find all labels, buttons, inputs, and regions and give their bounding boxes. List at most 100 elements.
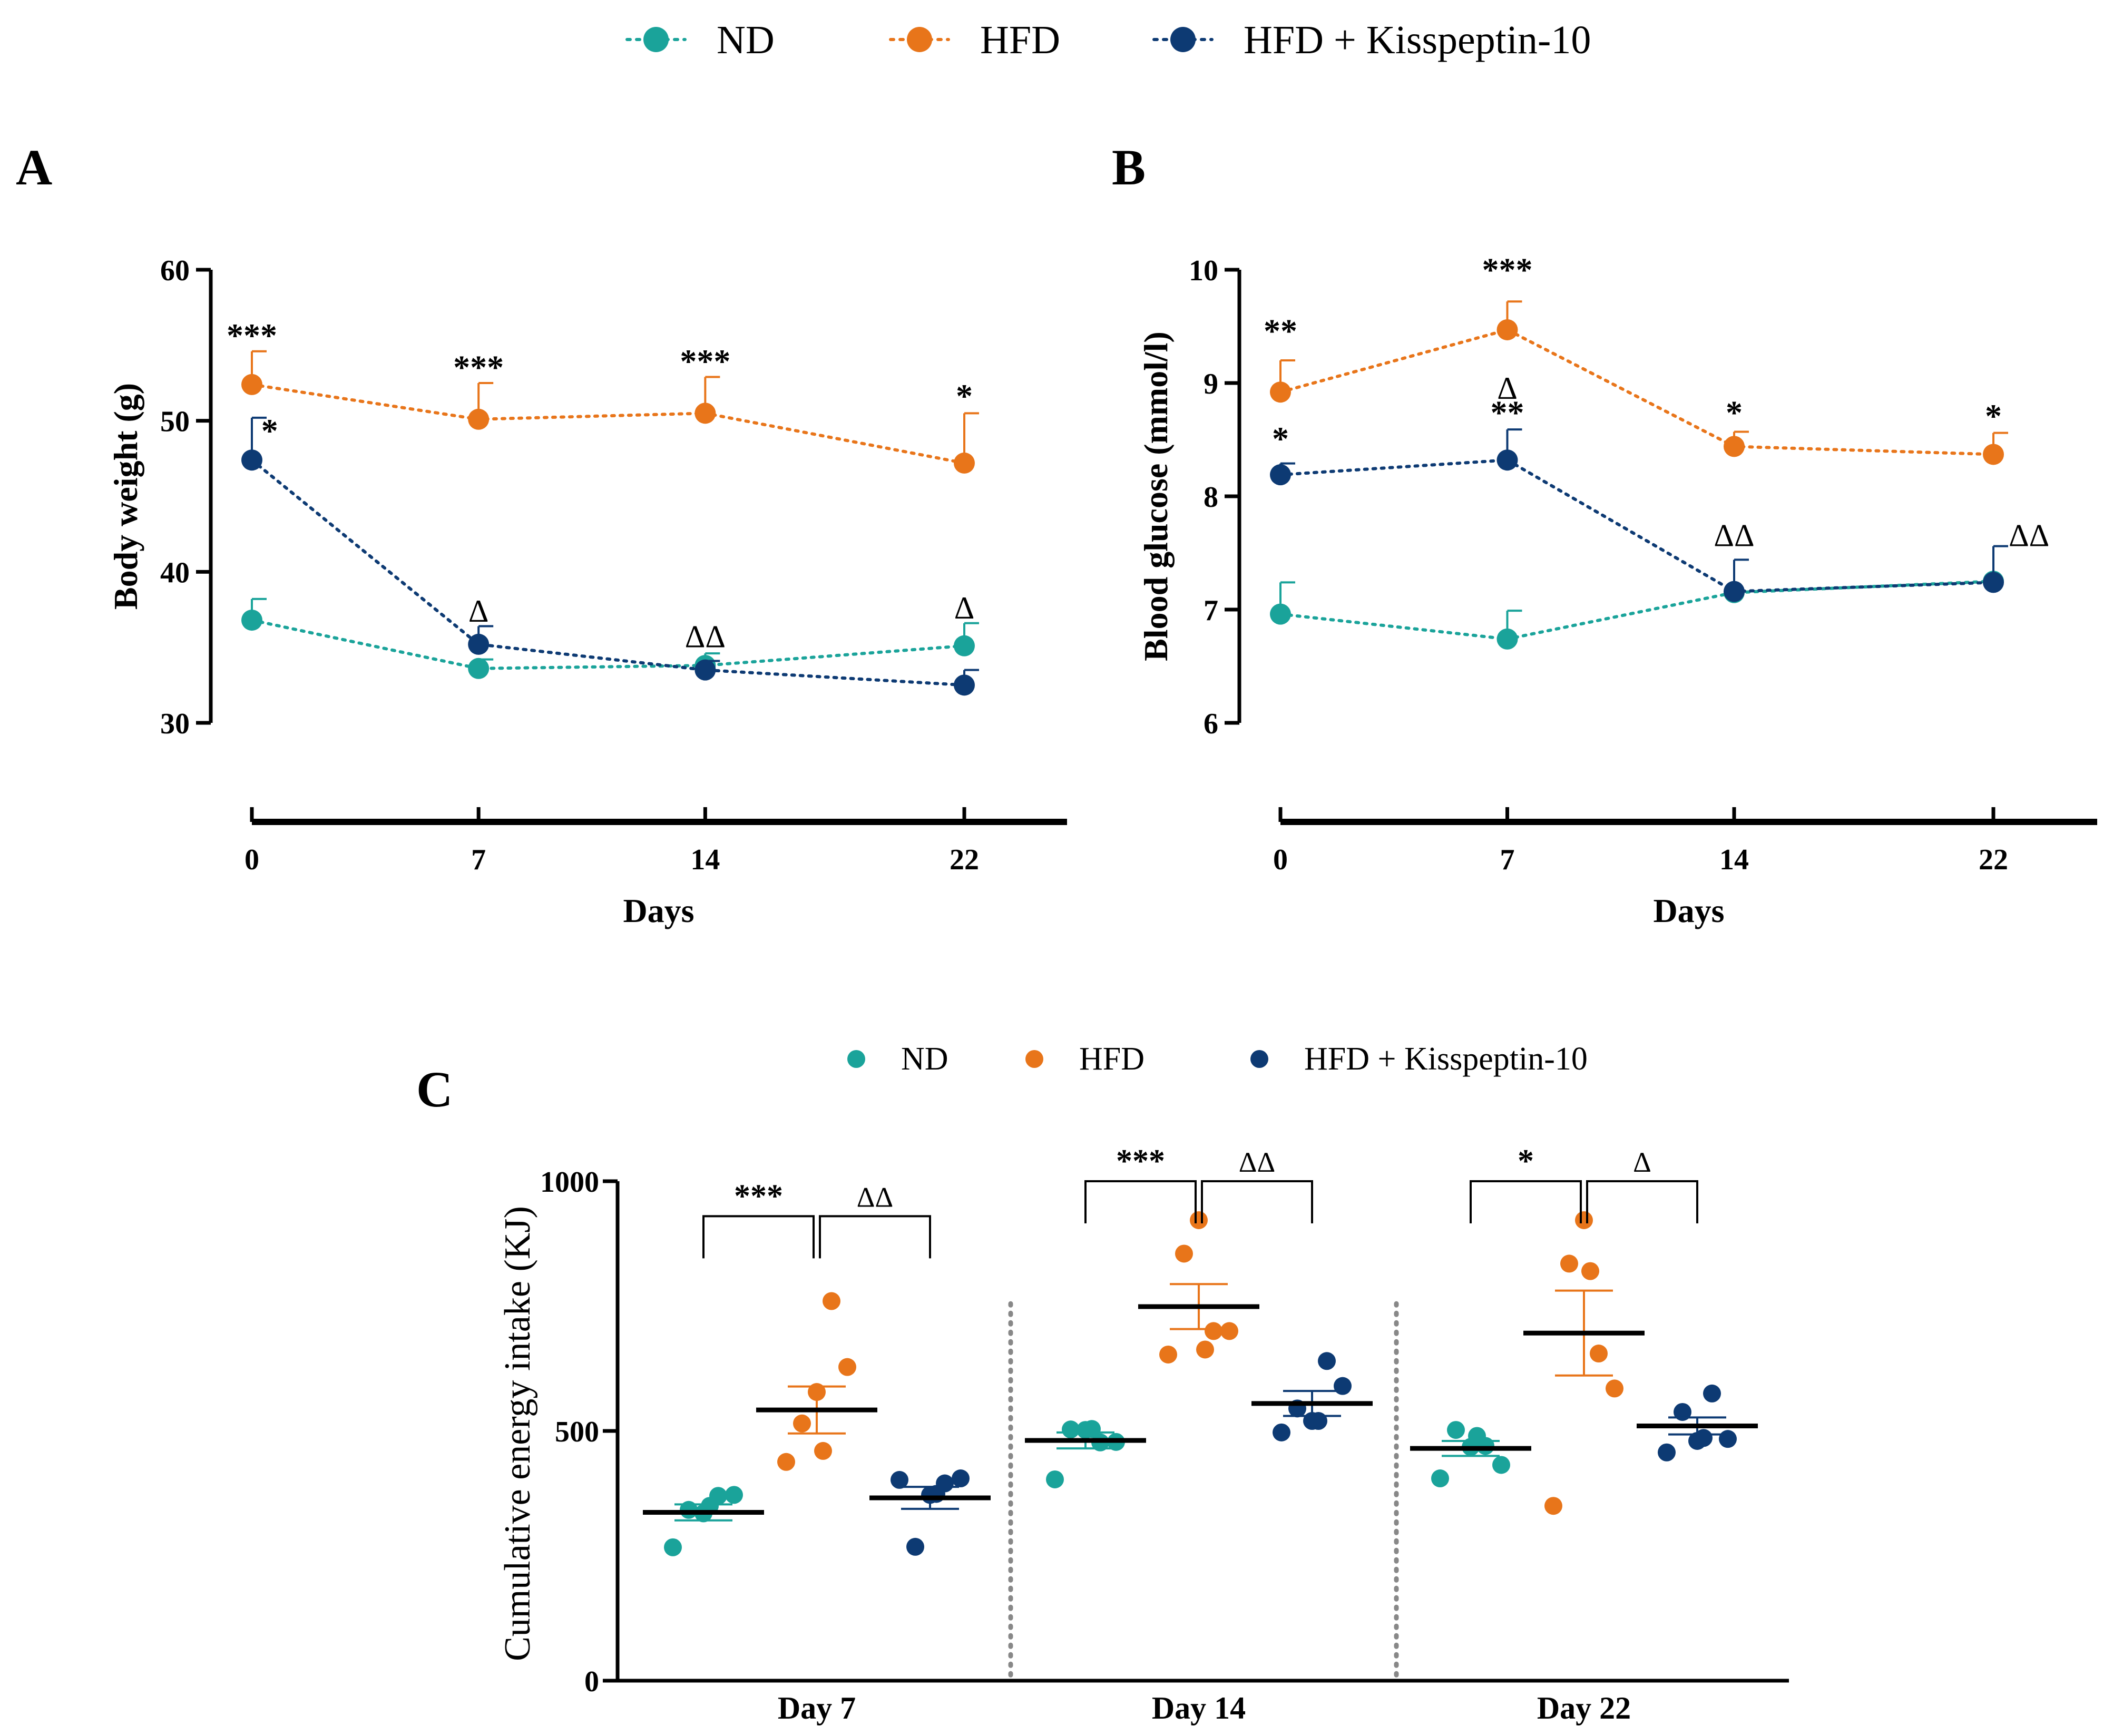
significance-label: *** bbox=[453, 348, 504, 386]
legend-marker bbox=[907, 27, 932, 52]
y-axis-label: Cumulative energy intake (KJ) bbox=[497, 1206, 538, 1661]
scatter-point bbox=[1175, 1244, 1193, 1263]
data-point bbox=[1270, 381, 1291, 403]
x-tick-label: 14 bbox=[690, 844, 720, 876]
significance-label: Δ bbox=[954, 591, 975, 625]
legend-label-1: HFD bbox=[980, 18, 1060, 62]
scatter-point bbox=[1159, 1345, 1177, 1364]
legend-marker bbox=[1025, 1050, 1043, 1068]
data-point bbox=[468, 658, 490, 679]
significance-label: * bbox=[1726, 394, 1743, 431]
panel-label-a: A bbox=[16, 139, 52, 195]
significance-label: * bbox=[956, 377, 973, 415]
series-line-0 bbox=[250, 619, 966, 670]
x-tick-label-day-14: Day 14 bbox=[1152, 1691, 1246, 1725]
legend-marker bbox=[1250, 1050, 1268, 1068]
data-point bbox=[1983, 572, 2004, 593]
scatter-point bbox=[1431, 1469, 1449, 1488]
scatter-point bbox=[664, 1538, 682, 1556]
significance-label: *** bbox=[1482, 251, 1533, 289]
y-tick-label: 40 bbox=[160, 556, 190, 589]
scatter-point bbox=[1544, 1497, 1562, 1515]
x-tick-label: 14 bbox=[1719, 844, 1749, 876]
significance-label: *** bbox=[680, 342, 730, 380]
x-tick-label: 0 bbox=[1273, 844, 1288, 876]
series-line-2 bbox=[1279, 458, 1995, 593]
x-tick-label: 22 bbox=[950, 844, 979, 876]
significance-label: ΔΔ bbox=[1239, 1146, 1275, 1178]
legend-c: ND HFD HFD + Kisspeptin-10 bbox=[847, 1041, 1588, 1077]
scatter-point bbox=[1581, 1262, 1599, 1280]
scatter-point bbox=[1719, 1430, 1737, 1448]
significance-bracket bbox=[1201, 1180, 1313, 1223]
y-tick-label: 10 bbox=[1189, 254, 1218, 287]
legend-marker bbox=[1170, 27, 1196, 52]
significance-label: ΔΔ bbox=[1714, 518, 1754, 553]
legend-label-2: HFD + Kisspeptin-10 bbox=[1244, 18, 1591, 62]
significance-label: ΔΔ bbox=[685, 620, 726, 654]
significance-label: * bbox=[261, 412, 278, 449]
series-line-2 bbox=[250, 458, 966, 687]
significance-label: ΔΔ bbox=[857, 1181, 893, 1213]
scatter-point bbox=[814, 1441, 832, 1460]
scatter-point bbox=[1658, 1443, 1676, 1462]
legend-top: ND HFD HFD + Kisspeptin-10 bbox=[625, 18, 1591, 62]
significance-label: *** bbox=[227, 317, 277, 354]
legend-marker bbox=[643, 27, 669, 52]
x-tick-label: 22 bbox=[1979, 844, 2008, 876]
y-tick-label: 500 bbox=[555, 1416, 599, 1448]
scatter-point bbox=[1560, 1254, 1578, 1273]
series-line-1 bbox=[1279, 328, 1995, 456]
data-point bbox=[1724, 581, 1745, 602]
scatter-point bbox=[1318, 1352, 1336, 1370]
scatter-point bbox=[1046, 1470, 1064, 1488]
scatter-point bbox=[793, 1414, 811, 1433]
legend-c-label-0: ND bbox=[901, 1041, 948, 1077]
scatter-point bbox=[1492, 1456, 1510, 1474]
scatter-point bbox=[1334, 1377, 1352, 1395]
y-tick-label: 7 bbox=[1204, 594, 1218, 627]
significance-bracket bbox=[1470, 1180, 1582, 1223]
data-point bbox=[241, 374, 262, 395]
data-point bbox=[954, 674, 975, 696]
data-point bbox=[1496, 628, 1518, 650]
significance-label: ΔΔ bbox=[2009, 518, 2049, 553]
panel-c: ND HFD HFD + Kisspeptin-10 0 500 1000Cumulati… bbox=[497, 1041, 1789, 1725]
scatter-point bbox=[891, 1470, 908, 1489]
y-tick-label: 8 bbox=[1204, 481, 1218, 514]
significance-label: Δ bbox=[468, 594, 489, 629]
scatter-point bbox=[838, 1358, 856, 1376]
series-line-0 bbox=[1279, 580, 1995, 641]
scatter-point bbox=[906, 1537, 924, 1556]
significance-label: * bbox=[1518, 1143, 1534, 1179]
legend-c-label-2: HFD + Kisspeptin-10 bbox=[1304, 1041, 1588, 1077]
data-point bbox=[1724, 436, 1745, 457]
scatter-point bbox=[1575, 1211, 1593, 1229]
legend-marker bbox=[847, 1050, 865, 1068]
x-axis-label: Days bbox=[623, 892, 694, 929]
scatter-point bbox=[1062, 1420, 1080, 1439]
data-point bbox=[694, 403, 716, 424]
x-tick-label-day-7: Day 7 bbox=[778, 1691, 856, 1725]
significance-label: *** bbox=[734, 1178, 783, 1214]
x-tick-label: 0 bbox=[244, 844, 259, 876]
significance-label: *** bbox=[1116, 1143, 1165, 1179]
y-tick-label: 30 bbox=[160, 708, 190, 740]
scatter-point bbox=[1447, 1421, 1465, 1439]
legend-c-label-1: HFD bbox=[1079, 1041, 1144, 1077]
x-tick-label-day-22: Day 22 bbox=[1537, 1691, 1631, 1725]
scatter-point bbox=[1196, 1340, 1214, 1359]
data-point bbox=[468, 633, 490, 655]
scatter-point bbox=[1205, 1322, 1222, 1340]
scatter-point bbox=[777, 1453, 795, 1471]
scatter-point bbox=[1220, 1322, 1238, 1340]
y-tick-label: 1000 bbox=[540, 1166, 599, 1199]
scatter-point bbox=[823, 1292, 840, 1310]
panel-label-c: C bbox=[416, 1061, 453, 1117]
data-point bbox=[241, 449, 262, 471]
y-tick-label: 50 bbox=[160, 406, 190, 438]
data-point bbox=[694, 659, 716, 681]
